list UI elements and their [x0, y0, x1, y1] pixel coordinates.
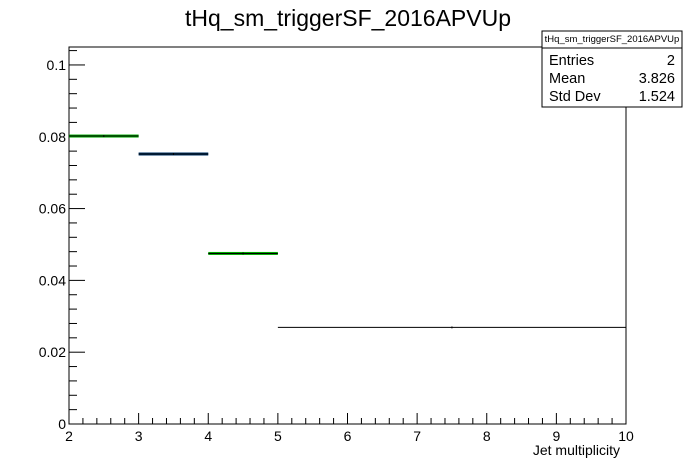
stats-entries-label: Entries	[549, 53, 594, 69]
x-tick-label: 10	[618, 428, 634, 444]
stats-mean-value: 3.826	[639, 71, 675, 87]
y-tick-label: 0.08	[39, 129, 66, 145]
x-tick-label: 5	[274, 428, 282, 444]
x-tick-label: 9	[552, 428, 560, 444]
x-tick-label: 3	[135, 428, 143, 444]
histogram-bins	[69, 134, 626, 329]
stats-entries-value: 2	[667, 53, 675, 69]
x-tick-label: 4	[204, 428, 212, 444]
y-tick-label: 0.04	[39, 272, 66, 288]
y-tick-label: 0.02	[39, 344, 66, 360]
x-tick-label: 7	[413, 428, 421, 444]
y-axis: 0 0.02 0.04 0.06 0.08 0.1	[39, 50, 85, 432]
stats-stddev-value: 1.524	[639, 89, 675, 105]
stats-mean-label: Mean	[549, 71, 585, 87]
x-axis: 2 3 4 5 6 7 8 9 10	[65, 413, 634, 444]
x-tick-label: 6	[344, 428, 352, 444]
x-axis-title: Jet multiplicity	[533, 442, 620, 458]
stats-stddev-label: Std Dev	[549, 89, 601, 105]
y-tick-label: 0.06	[39, 201, 66, 217]
x-tick-label: 8	[483, 428, 491, 444]
y-tick-label: 0.1	[47, 57, 67, 73]
stats-box-frame	[541, 30, 683, 108]
chart-title: tHq_sm_triggerSF_2016APVUp	[185, 5, 511, 31]
x-tick-label: 2	[65, 428, 73, 444]
stats-box-title: tHq_sm_triggerSF_2016APVUp	[545, 34, 680, 45]
y-tick-label: 0	[58, 416, 66, 432]
stats-box: tHq_sm_triggerSF_2016APVUp Entries 2 Mea…	[541, 30, 683, 108]
